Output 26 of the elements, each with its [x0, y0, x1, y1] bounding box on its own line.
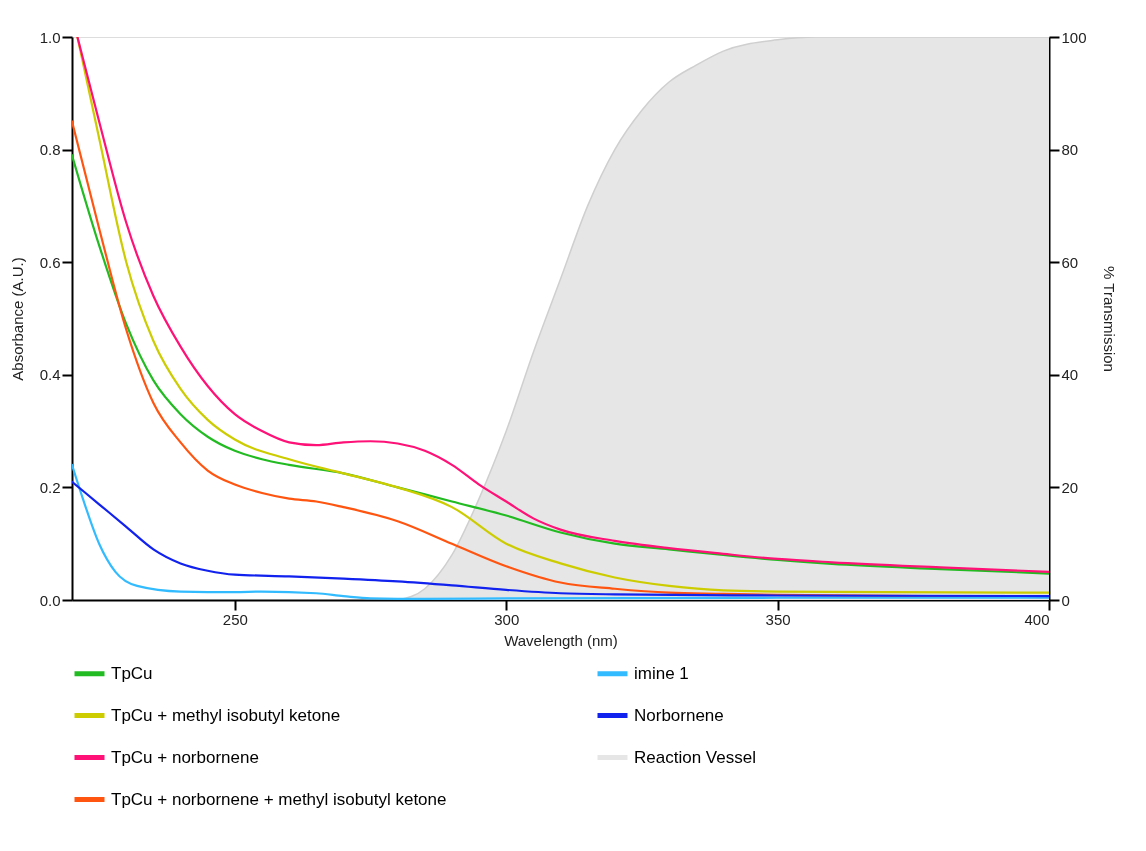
x-tick-label: 400	[1024, 610, 1050, 628]
legend-label: TpCu + norbornene	[111, 747, 259, 767]
x-tick-label: 350	[765, 610, 791, 628]
legend-label: Reaction Vessel	[634, 747, 756, 767]
y-axis-title: Absorbance (A.U.)	[8, 257, 26, 381]
legend-label: Norbornene	[634, 705, 724, 725]
legend-label: TpCu	[111, 663, 153, 683]
y-tick-label: 0.4	[39, 366, 61, 384]
y2-tick-label: 80	[1061, 141, 1079, 159]
x-tick-label: 300	[494, 610, 520, 628]
y-tick-label: 1.0	[39, 28, 61, 46]
y2-tick-label: 0	[1061, 591, 1070, 609]
y-tick-label: 0.0	[39, 591, 61, 609]
y2-tick-label: 20	[1061, 478, 1079, 496]
x-tick-label: 250	[222, 610, 248, 628]
y-tick-label: 0.2	[39, 478, 61, 496]
y-tick-label: 0.6	[39, 253, 61, 271]
legend-label: TpCu + norbornene + methyl isobutyl ketone	[111, 789, 447, 809]
y2-axis-title: % Transmission	[1100, 266, 1118, 372]
y2-tick-label: 60	[1061, 253, 1079, 271]
legend-label: imine 1	[634, 663, 689, 683]
y-tick-label: 0.8	[39, 141, 61, 159]
x-axis-title: Wavelength (nm)	[504, 631, 618, 649]
legend-label: TpCu + methyl isobutyl ketone	[111, 705, 341, 725]
y2-tick-label: 100	[1061, 28, 1087, 46]
y2-tick-label: 40	[1061, 366, 1079, 384]
